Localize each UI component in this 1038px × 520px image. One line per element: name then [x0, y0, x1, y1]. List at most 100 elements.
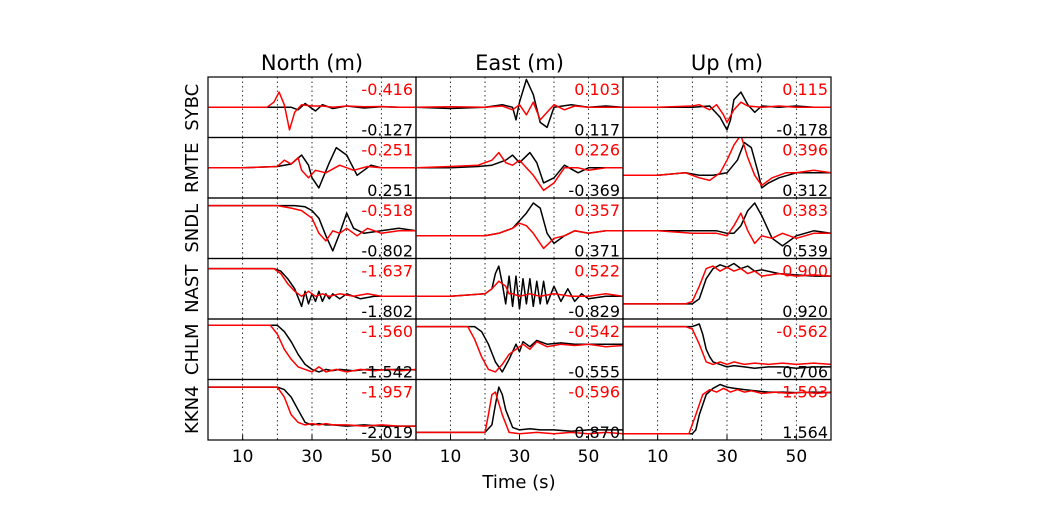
black-peak-label: 0.117 — [574, 121, 620, 140]
red-trace — [416, 391, 623, 435]
panel-chlm-1: -0.542 -0.555 — [415, 318, 624, 382]
black-trace — [208, 324, 416, 373]
black-peak-label: -0.802 — [361, 242, 413, 261]
column-titles: North (m) East (m) Up (m) — [261, 51, 763, 75]
panel-rmte-0: -0.251 0.251 — [207, 136, 417, 200]
panel-chlm-2: -0.562 -0.706 — [622, 318, 832, 382]
red-peak-label: 0.103 — [574, 80, 620, 99]
black-peak-label: -0.369 — [568, 181, 620, 200]
red-peak-label: -0.542 — [568, 322, 620, 341]
red-trace — [623, 137, 831, 187]
red-trace — [416, 280, 623, 298]
panel-sybc-2: 0.115 -0.178 — [622, 76, 832, 140]
red-trace — [623, 325, 831, 366]
row-label: CHLM — [182, 323, 203, 375]
red-peak-label: -1.637 — [361, 262, 413, 281]
column-title: North (m) — [261, 51, 363, 75]
panel-nast-2: 0.900 0.920 — [622, 257, 832, 321]
x-tick-label: 50 — [371, 447, 393, 467]
red-peak-label: -0.562 — [776, 322, 828, 341]
x-tick-label: 10 — [440, 447, 462, 467]
red-peak-label: 0.900 — [782, 262, 828, 281]
black-trace — [208, 146, 416, 189]
red-trace — [416, 101, 623, 121]
black-peak-label: -2.019 — [361, 423, 413, 442]
black-peak-label: -0.706 — [776, 363, 828, 382]
x-tick-label: 50 — [786, 447, 808, 467]
red-peak-label: -0.416 — [361, 80, 413, 99]
black-trace — [416, 325, 623, 373]
panels: -0.416 -0.127 0.103 0.117 0.115 -0.178 -0.2510… — [207, 76, 832, 442]
panel-chlm-0: -1.560 -1.542 — [207, 318, 417, 382]
x-tick-label: 30 — [301, 447, 323, 467]
black-trace — [416, 265, 623, 310]
column-title: East (m) — [475, 51, 564, 75]
black-peak-label: 0.251 — [367, 181, 413, 200]
black-trace — [416, 151, 623, 184]
red-peak-label: 0.383 — [782, 201, 828, 220]
row-label: SNDL — [182, 204, 203, 253]
red-trace — [623, 101, 831, 124]
red-peak-label: 0.357 — [574, 201, 620, 220]
red-trace — [416, 222, 623, 250]
red-peak-label: -1.957 — [361, 383, 413, 402]
black-peak-label: 0.539 — [782, 242, 828, 261]
black-trace — [623, 202, 831, 247]
panel-sndl-1: 0.357 0.371 — [415, 197, 624, 261]
black-peak-label: 1.564 — [782, 423, 828, 442]
panel-sybc-0: -0.416 -0.127 — [207, 76, 417, 140]
x-tick-label: 10 — [647, 447, 669, 467]
black-trace — [208, 267, 416, 308]
x-tick-label: 50 — [578, 447, 600, 467]
red-trace — [208, 267, 416, 298]
black-peak-label: -0.829 — [568, 302, 620, 321]
red-trace — [416, 325, 623, 373]
black-peak-label: 0.870 — [574, 423, 620, 442]
black-peak-label: -1.542 — [361, 363, 413, 382]
x-tick-labels: 10 30 50 10 30 50 10 30 50 — [232, 435, 807, 467]
red-peak-label: -1.503 — [776, 383, 828, 402]
black-peak-label: 0.920 — [782, 302, 828, 321]
red-peak-label: -0.596 — [568, 383, 620, 402]
red-trace — [416, 151, 623, 192]
x-tick-label: 30 — [716, 447, 738, 467]
panel-sybc-1: 0.103 0.117 — [415, 76, 624, 140]
row-label: RMTE — [182, 143, 203, 193]
red-trace — [208, 324, 416, 373]
row-label: NAST — [182, 264, 203, 313]
panel-sndl-0: -0.518 -0.802 — [207, 197, 417, 261]
black-trace — [623, 323, 831, 369]
black-peak-label: -0.178 — [776, 121, 828, 140]
panel-nast-1: 0.522 -0.829 — [415, 257, 624, 321]
red-trace — [208, 204, 416, 242]
column-title: Up (m) — [691, 51, 763, 75]
black-trace — [623, 383, 831, 435]
black-peak-label: 0.371 — [574, 242, 620, 261]
red-trace — [623, 265, 831, 305]
red-trace — [208, 156, 416, 179]
black-peak-label: -0.127 — [361, 121, 413, 140]
red-peak-label: 0.115 — [782, 80, 828, 99]
panel-kkn4-1: -0.596 0.870 — [415, 378, 624, 442]
panel-kkn4-2: -1.503 1.564 — [622, 378, 832, 442]
red-peak-label: 0.522 — [574, 262, 620, 281]
row-label: SYBC — [182, 84, 203, 131]
x-tick-label: 10 — [232, 447, 254, 467]
panel-nast-0: -1.637 -1.802 — [207, 257, 417, 321]
panel-kkn4-0: -1.957 -2.019 — [207, 378, 417, 442]
x-tick-label: 30 — [509, 447, 531, 467]
panel-rmte-2: 0.396 0.312 — [622, 136, 832, 200]
red-peak-label: 0.226 — [574, 141, 620, 160]
black-trace — [208, 204, 416, 252]
x-axis-label: Time (s) — [481, 472, 555, 493]
red-trace — [208, 386, 416, 427]
black-trace — [623, 141, 831, 189]
black-peak-label: -1.802 — [361, 302, 413, 321]
black-peak-label: -0.555 — [568, 363, 620, 382]
red-peak-label: 0.396 — [782, 141, 828, 160]
black-peak-label: 0.312 — [782, 181, 828, 200]
red-trace — [208, 91, 416, 131]
panel-rmte-1: 0.226 -0.369 — [415, 136, 624, 200]
red-trace — [623, 212, 831, 245]
